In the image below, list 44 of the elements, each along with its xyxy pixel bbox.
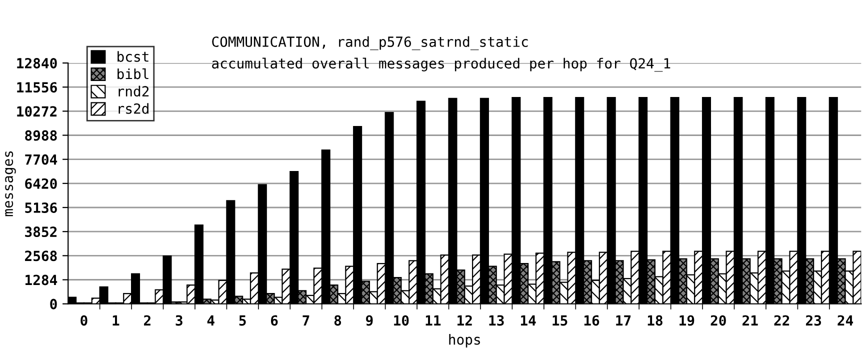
x-tick-label: 6 bbox=[270, 315, 278, 326]
x-tick-label: 1 bbox=[112, 315, 120, 326]
y-tick-label: 0 bbox=[50, 298, 57, 310]
x-tick-label: 3 bbox=[176, 315, 182, 326]
x-tick-label: 5 bbox=[239, 315, 246, 326]
legend-label: bcst bbox=[118, 51, 148, 62]
x-tick-label: 10 bbox=[394, 315, 409, 326]
y-tick-label: 8988 bbox=[25, 130, 57, 141]
x-tick-label: 13 bbox=[489, 315, 504, 326]
legend-label: rnd2 bbox=[118, 86, 149, 97]
y-tick-label: 3852 bbox=[25, 226, 57, 238]
y-tick-label: 7704 bbox=[25, 154, 58, 165]
x-tick-label: 24 bbox=[838, 315, 854, 326]
x-tick-label: 9 bbox=[366, 315, 373, 326]
y-tick-label: 1284 bbox=[26, 274, 58, 286]
x-tick-label: 15 bbox=[552, 315, 568, 326]
x-tick-label: 20 bbox=[710, 315, 726, 326]
y-axis-title: messages bbox=[5, 151, 16, 216]
y-tick-label: 10272 bbox=[17, 106, 57, 117]
x-tick-label: 23 bbox=[806, 315, 822, 326]
legend-label: rs2d bbox=[118, 103, 148, 114]
y-tick-label: 2568 bbox=[25, 250, 57, 262]
x-tick-label: 21 bbox=[742, 315, 758, 326]
x-tick-label: 14 bbox=[520, 315, 536, 326]
x-tick-label: 2 bbox=[144, 315, 150, 326]
x-tick-label: 11 bbox=[426, 315, 441, 326]
x-tick-label: 18 bbox=[648, 315, 662, 326]
chart-title: COMMUNICATION, rand_p576_satrnd_static bbox=[212, 36, 528, 50]
chart-subtitle: accumulated overall messages produced per hop for Q24_1 bbox=[212, 58, 670, 72]
y-tick-label: 12840 bbox=[17, 58, 57, 68]
x-tick-label: 22 bbox=[774, 315, 790, 326]
y-tick-label: 11556 bbox=[17, 82, 57, 93]
x-tick-label: 4 bbox=[207, 315, 214, 326]
x-tick-label: 17 bbox=[616, 315, 631, 326]
y-tick-label: 6420 bbox=[25, 178, 57, 189]
x-tick-label: 8 bbox=[334, 315, 342, 326]
x-tick-label: 16 bbox=[584, 315, 600, 326]
y-tick-label: 5136 bbox=[25, 202, 57, 213]
x-tick-label: 19 bbox=[680, 315, 694, 326]
x-axis-title: hops bbox=[449, 334, 480, 348]
x-tick-label: 12 bbox=[458, 315, 472, 326]
legend-label: bibl bbox=[118, 68, 148, 80]
x-tick-label: 7 bbox=[302, 315, 310, 326]
x-tick-label: 0 bbox=[80, 315, 88, 326]
